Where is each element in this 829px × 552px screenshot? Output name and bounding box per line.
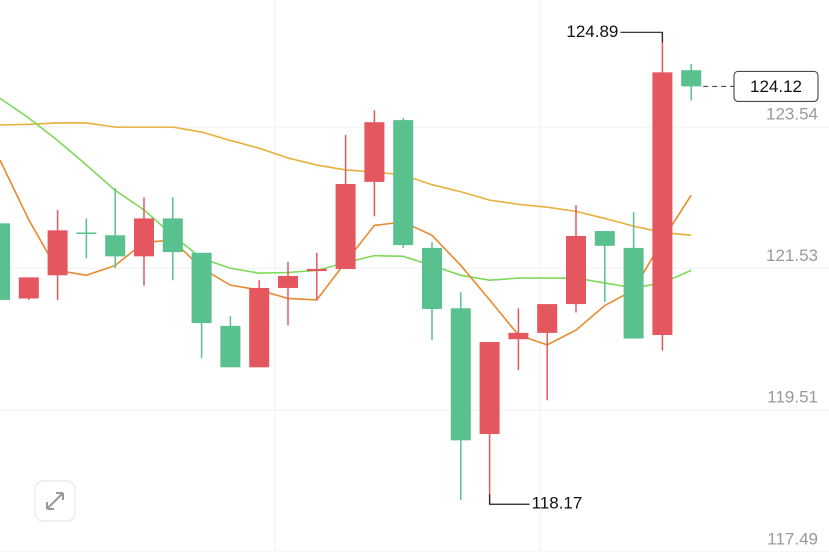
- candle-body: [18, 277, 39, 299]
- candle-body: [508, 332, 529, 340]
- candle-body: [393, 120, 414, 246]
- low-label: 118.17: [532, 494, 583, 513]
- candle-body: [162, 218, 183, 253]
- candle-body: [537, 304, 558, 333]
- candle-body: [0, 223, 10, 300]
- y-tick-label: 121.53: [766, 246, 818, 265]
- candle-body: [191, 252, 212, 324]
- candle-body: [249, 287, 270, 368]
- last-price-label: 124.12: [750, 77, 802, 96]
- high-marker: [620, 31, 663, 43]
- low-marker: [489, 494, 530, 505]
- candle-body: [105, 235, 126, 257]
- candle-body: [306, 268, 327, 272]
- plot: 117.49 119.51 121.53 123.54 124.89 118.17 124.…: [0, 22, 829, 552]
- candle-body: [652, 72, 673, 335]
- candle-body: [278, 276, 298, 288]
- y-tick-label: 119.51: [767, 388, 818, 407]
- candle-body: [364, 122, 385, 182]
- candle-body: [594, 231, 615, 246]
- candle-body: [335, 184, 356, 269]
- candle-body: [479, 342, 500, 435]
- y-tick-label: 123.54: [766, 105, 818, 124]
- candle-body: [47, 230, 68, 276]
- candle-body: [220, 325, 241, 368]
- candle-body: [681, 70, 702, 87]
- candle-body: [623, 247, 644, 339]
- y-tick-label: 117.49: [767, 529, 818, 548]
- expand-button[interactable]: [34, 480, 76, 522]
- high-label: 124.89: [566, 22, 618, 41]
- candle-body: [450, 308, 471, 441]
- last-price-box: [733, 70, 819, 102]
- candle-body: [566, 235, 586, 305]
- candle-body: [134, 218, 154, 257]
- candle-body: [76, 232, 97, 234]
- candle-body: [422, 247, 442, 310]
